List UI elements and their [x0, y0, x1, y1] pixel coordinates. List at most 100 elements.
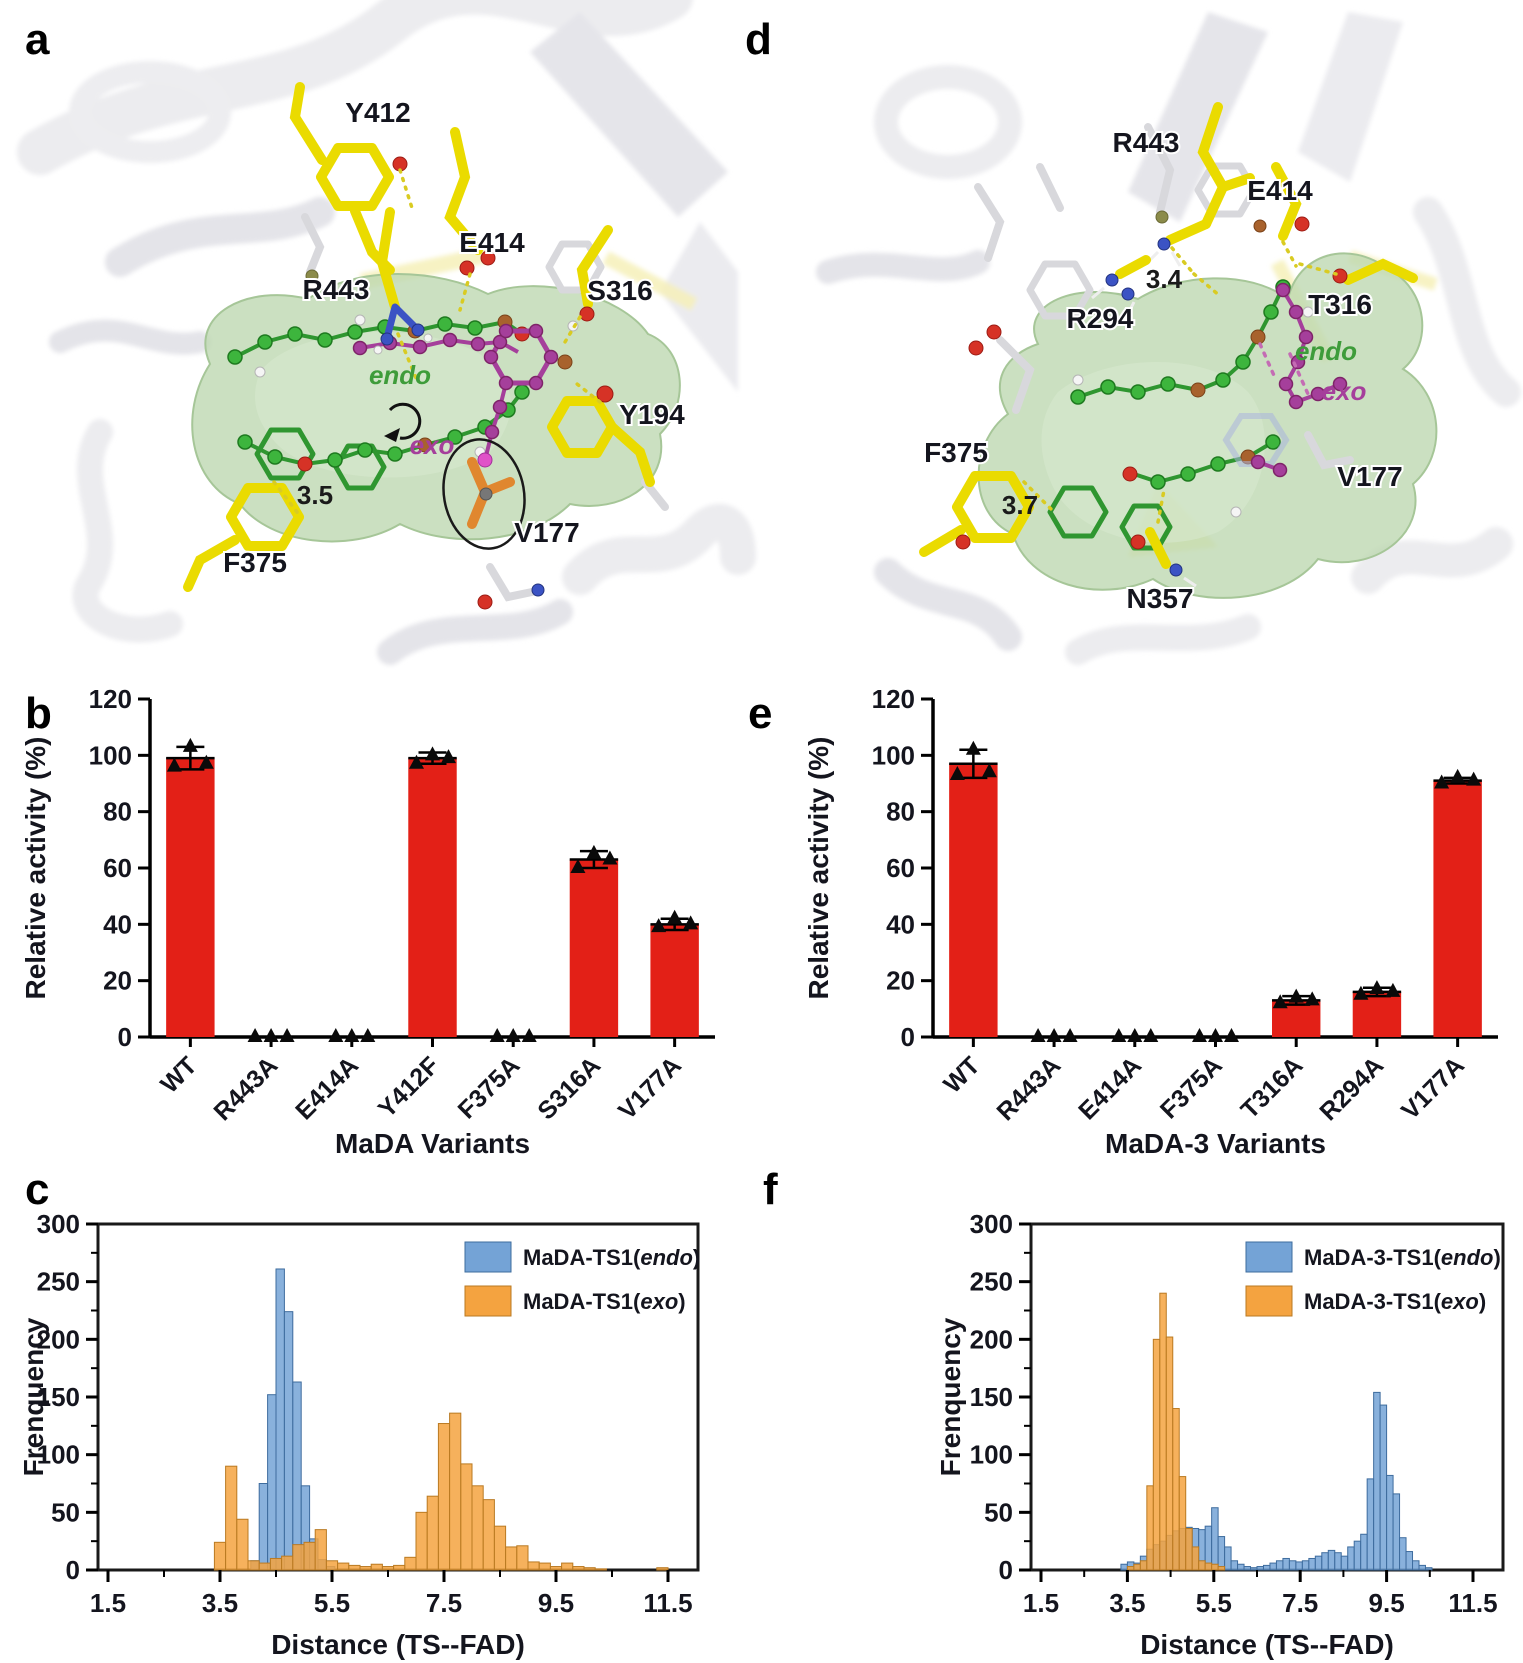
histogram-mada-ts1: 0 50 100 150 200 250 300 1.5 3.5 5.5 7.5 9.5 11.5 MaD… — [18, 1209, 700, 1660]
hist-bar — [1178, 1476, 1187, 1571]
x-category-label: V177A — [1396, 1051, 1470, 1125]
bar — [569, 859, 619, 1037]
y-tick-label: 80 — [886, 797, 915, 827]
panel-letter-c: c — [25, 1165, 50, 1214]
annotation-exo: exo — [410, 430, 455, 460]
gray-residues — [968, 123, 1354, 470]
hist-bar — [1120, 1563, 1128, 1571]
x-tick-label: 5.5 — [1196, 1588, 1232, 1618]
data-point-triangle — [263, 1028, 279, 1042]
x-tick-label: 9.5 — [538, 1588, 574, 1618]
legend-label: MaDA-TS1(exo) — [523, 1289, 686, 1314]
data-point-triangle — [1369, 980, 1385, 995]
data-point-triangle — [1208, 1028, 1223, 1042]
structure-panel-mada3: R443 E414 3.4 R294 T316 endo exo F375 3.7 V177 N35… — [816, 12, 1521, 665]
hist-bar — [1373, 1391, 1381, 1571]
hist-bar — [348, 1564, 361, 1571]
data-point-triangle — [949, 766, 965, 781]
panel-letter-e: e — [748, 689, 773, 738]
hist-bar — [426, 1495, 439, 1571]
data-point-triangle — [489, 1028, 505, 1042]
y-axis-title: Relative activity (%) — [803, 737, 834, 1000]
x-axis-title: Distance (TS--FAD) — [271, 1629, 525, 1660]
hist-bar — [225, 1465, 238, 1571]
hist-bar — [583, 1567, 596, 1571]
x-category-label: E414A — [290, 1051, 364, 1125]
x-tick-label: 1.5 — [1023, 1588, 1059, 1618]
hist-bar — [1217, 1566, 1226, 1571]
hist-bar — [449, 1412, 462, 1571]
y-tick-label: 150 — [37, 1382, 80, 1412]
x-tick-label: 3.5 — [1109, 1588, 1145, 1618]
x-axis-title: MaDA-3 Variants — [1105, 1128, 1326, 1159]
hist-bar — [1172, 1408, 1180, 1571]
data-point-triangle — [166, 757, 182, 772]
hist-bar — [460, 1463, 473, 1571]
y-axis-title: Frenquency — [18, 1317, 49, 1476]
hist-bar — [1392, 1493, 1401, 1571]
data-point-triangle — [1304, 991, 1320, 1006]
hist-bar — [370, 1563, 383, 1571]
hist-bar — [314, 1529, 327, 1571]
hydrogen-bonds — [1022, 240, 1338, 524]
y-tick-label: 50 — [984, 1497, 1013, 1527]
hist-bar — [1301, 1560, 1310, 1571]
data-point-triangle — [683, 915, 699, 930]
x-tick-label: 9.5 — [1369, 1588, 1405, 1618]
hist-bar — [493, 1525, 507, 1571]
hist-bar — [1211, 1507, 1219, 1571]
residue-label-F375: F375 — [223, 547, 287, 578]
data-point-triangle — [409, 754, 424, 769]
y-tick-label: 150 — [970, 1382, 1013, 1412]
hist-bar — [1217, 1536, 1226, 1571]
hist-bar — [561, 1562, 574, 1571]
hist-bar — [1334, 1552, 1342, 1571]
hist-bar — [1269, 1562, 1277, 1571]
x-tick-label: 3.5 — [202, 1588, 238, 1618]
hist-bar — [1185, 1527, 1193, 1571]
bar — [408, 758, 457, 1037]
hist-bar — [325, 1560, 339, 1571]
hist-bar — [1386, 1474, 1394, 1571]
y-tick-label: 300 — [970, 1209, 1013, 1239]
data-point-triangle — [1046, 1028, 1062, 1042]
hist-bar — [1418, 1564, 1426, 1571]
hist-bar — [471, 1485, 484, 1571]
data-point-triangle — [1030, 1028, 1046, 1042]
hist-bar — [1353, 1540, 1362, 1571]
hist-bar — [415, 1511, 428, 1571]
residue-label-E414: E414 — [459, 227, 525, 258]
x-tick-label: 5.5 — [314, 1588, 350, 1618]
y-tick-label: 60 — [886, 853, 915, 883]
data-point-triangle — [425, 746, 440, 761]
hist-bar — [393, 1564, 406, 1571]
y-tick-label: 20 — [886, 966, 915, 996]
annotation-exo: exo — [1322, 376, 1367, 406]
x-tick-label: 11.5 — [1448, 1588, 1497, 1618]
hist-bar — [1399, 1537, 1407, 1571]
hist-bar — [269, 1557, 283, 1571]
y-tick-label: 120 — [872, 684, 915, 714]
y-tick-label: 60 — [103, 853, 132, 883]
hist-bar — [236, 1518, 249, 1571]
x-category-label: R443A — [991, 1051, 1066, 1126]
hist-bar — [258, 1562, 271, 1571]
y-tick-label: 50 — [51, 1497, 80, 1527]
hist-bar — [1347, 1546, 1355, 1571]
hist-bar — [1275, 1560, 1284, 1571]
ligand-exo — [1222, 282, 1348, 478]
y-tick-label: 0 — [901, 1022, 915, 1052]
y-tick-label: 100 — [89, 740, 132, 770]
hist-bar — [1211, 1563, 1219, 1571]
y-axis-title: Relative activity (%) — [20, 737, 51, 1000]
data-point-triangle — [1192, 1028, 1207, 1042]
hist-bar — [1133, 1563, 1141, 1571]
data-point-triangle — [182, 737, 198, 752]
legend-label: MaDA-TS1(endo) — [523, 1245, 700, 1270]
legend-swatch — [1245, 1241, 1293, 1273]
hist-bar — [656, 1567, 669, 1571]
x-tick-label: 7.5 — [426, 1588, 462, 1618]
hist-bar — [1282, 1557, 1290, 1571]
y-tick-label: 0 — [999, 1555, 1013, 1585]
hist-bar — [381, 1566, 395, 1571]
